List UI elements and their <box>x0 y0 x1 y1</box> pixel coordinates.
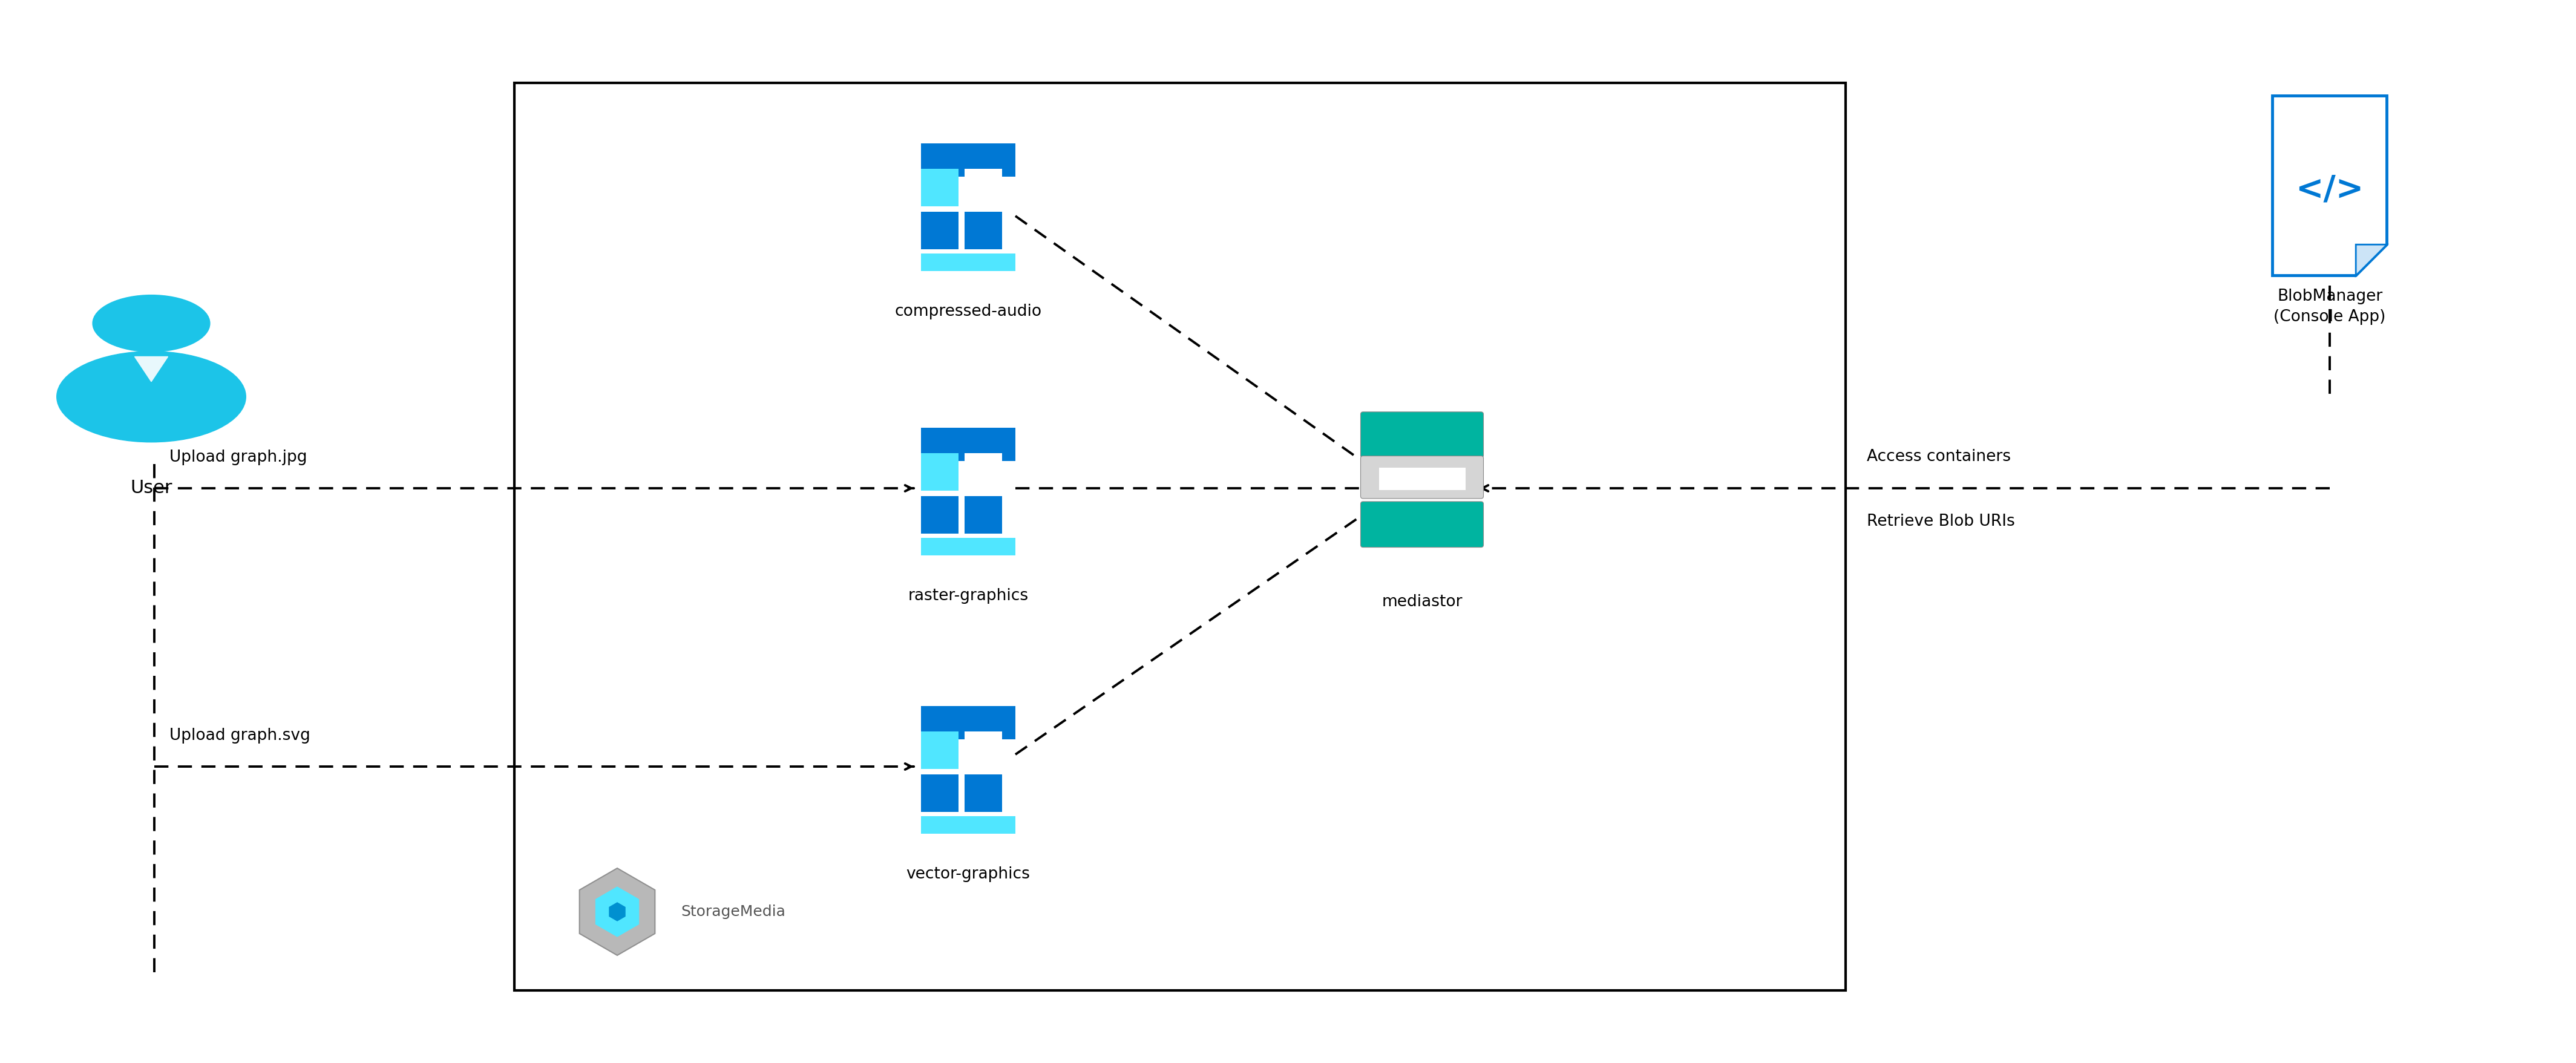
Bar <box>922 816 1015 833</box>
Polygon shape <box>134 357 167 382</box>
Ellipse shape <box>57 352 245 442</box>
Bar <box>922 731 958 769</box>
Bar <box>1378 468 1466 490</box>
Bar <box>922 169 958 206</box>
Bar <box>922 775 958 812</box>
Text: Upload graph.jpg: Upload graph.jpg <box>170 450 307 466</box>
Bar <box>922 538 1015 555</box>
Bar <box>963 496 1002 534</box>
Bar <box>922 496 958 534</box>
Bar <box>922 144 1015 176</box>
Text: mediastor: mediastor <box>1381 594 1463 610</box>
Text: StorageMedia: StorageMedia <box>680 905 786 919</box>
Bar <box>922 453 958 491</box>
Polygon shape <box>580 868 654 956</box>
Text: User: User <box>131 479 173 496</box>
FancyBboxPatch shape <box>1360 411 1484 458</box>
Bar <box>515 83 1844 991</box>
Bar <box>963 169 1002 206</box>
Polygon shape <box>2357 244 2388 275</box>
Text: Access containers: Access containers <box>1868 449 2012 465</box>
Bar <box>922 453 958 491</box>
Text: Upload graph.svg: Upload graph.svg <box>170 728 309 743</box>
Bar <box>963 212 1002 250</box>
Text: vector-graphics: vector-graphics <box>907 866 1030 882</box>
Polygon shape <box>595 887 639 937</box>
Bar <box>922 253 1015 271</box>
Bar <box>922 706 1015 739</box>
Text: BlobManager
(Console App): BlobManager (Console App) <box>2275 288 2385 325</box>
Ellipse shape <box>93 296 209 352</box>
Bar <box>922 731 958 769</box>
Polygon shape <box>608 902 626 922</box>
Text: </>: </> <box>2295 173 2365 206</box>
Bar <box>963 775 1002 812</box>
FancyBboxPatch shape <box>1360 456 1484 499</box>
Bar <box>963 453 1002 491</box>
Text: Retrieve Blob URIs: Retrieve Blob URIs <box>1868 513 2014 529</box>
Bar <box>963 731 1002 769</box>
Text: compressed-audio: compressed-audio <box>894 304 1041 320</box>
Bar <box>922 427 1015 460</box>
Polygon shape <box>2272 96 2388 275</box>
Bar <box>922 169 958 206</box>
FancyBboxPatch shape <box>1360 502 1484 547</box>
Text: raster-graphics: raster-graphics <box>907 588 1028 604</box>
Bar <box>922 212 958 250</box>
